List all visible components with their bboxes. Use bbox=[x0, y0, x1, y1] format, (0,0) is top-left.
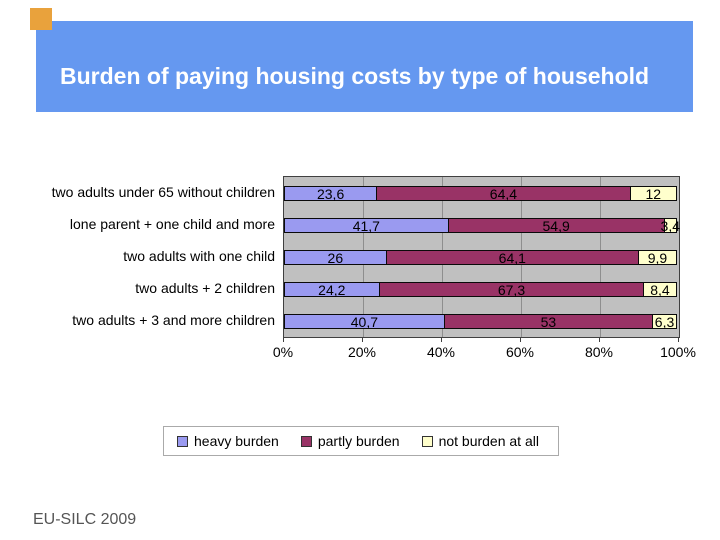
x-axis-tick-label: 80% bbox=[584, 344, 614, 360]
bar-value-label: 3,4 bbox=[660, 217, 680, 234]
bar-value-label: 23,6 bbox=[316, 185, 345, 202]
category-label: two adults under 65 without children bbox=[51, 184, 275, 200]
bar-segment-partly-burden: 53 bbox=[443, 313, 654, 330]
x-axis-tick-label: 20% bbox=[347, 344, 377, 360]
legend-item: heavy burden bbox=[177, 433, 279, 449]
bar-row: 26 64,1 9,9 bbox=[284, 249, 679, 266]
bar-value-label: 8,4 bbox=[650, 281, 670, 298]
legend-label: heavy burden bbox=[194, 433, 279, 449]
legend-swatch bbox=[421, 435, 433, 447]
bar-row: 41,7 54,9 3,4 bbox=[284, 217, 680, 234]
plot-area: 23,6 64,4 12 41,7 54,9 3,4 26 64,1 9,9 24,2 67,3 8,… bbox=[283, 176, 680, 338]
bar-segment-not-burden-at-all: 12 bbox=[629, 185, 677, 202]
bar-segment-partly-burden: 67,3 bbox=[378, 281, 645, 298]
x-axis-tick-label: 0% bbox=[272, 344, 294, 360]
chart-legend: heavy burden partly burden not burden at a… bbox=[163, 426, 559, 456]
x-axis-tick bbox=[441, 338, 442, 342]
bar-value-label: 54,9 bbox=[542, 217, 570, 234]
bar-row: 23,6 64,4 12 bbox=[284, 185, 679, 202]
bar-segment-heavy-burden: 24,2 bbox=[284, 281, 380, 298]
x-axis: 0% 20% 40% 60% 80% 100% bbox=[273, 336, 696, 366]
bar-segment-not-burden-at-all: 8,4 bbox=[643, 281, 677, 298]
bar-segment-heavy-burden: 23,6 bbox=[284, 185, 378, 202]
legend-swatch bbox=[300, 435, 312, 447]
bar-segment-not-burden-at-all: 3,4 bbox=[660, 217, 680, 234]
x-axis-tick bbox=[520, 338, 521, 342]
bar-segment-partly-burden: 64,4 bbox=[376, 185, 631, 202]
bar-segment-heavy-burden: 40,7 bbox=[284, 313, 445, 330]
x-axis-tick-label: 40% bbox=[426, 344, 456, 360]
x-axis-tick bbox=[678, 338, 679, 342]
category-label: two adults + 3 and more children bbox=[72, 312, 275, 328]
bar-segment-heavy-burden: 41,7 bbox=[284, 217, 449, 234]
x-axis-tick bbox=[599, 338, 600, 342]
bar-value-label: 67,3 bbox=[497, 281, 526, 298]
bar-segment-heavy-burden: 26 bbox=[284, 249, 387, 266]
bar-segment-not-burden-at-all: 6,3 bbox=[652, 313, 677, 330]
bar-value-label: 24,2 bbox=[318, 281, 346, 298]
x-axis-tick-label: 60% bbox=[505, 344, 535, 360]
bar-segment-not-burden-at-all: 9,9 bbox=[637, 249, 677, 266]
accent-square bbox=[30, 8, 52, 30]
bar-value-label: 64,1 bbox=[498, 249, 526, 266]
legend-swatch bbox=[177, 435, 188, 447]
bar-row: 40,7 53 6,3 bbox=[284, 313, 679, 330]
slide-title: Burden of paying housing costs by type o… bbox=[60, 62, 650, 89]
legend-label: not burden at all bbox=[438, 433, 539, 449]
bar-value-label: 9,9 bbox=[647, 249, 668, 266]
legend-item: not burden at all bbox=[421, 433, 539, 449]
category-label: two adults + 2 children bbox=[135, 280, 275, 296]
bar-segment-partly-burden: 54,9 bbox=[447, 217, 665, 234]
bar-value-label: 26 bbox=[327, 249, 344, 266]
x-axis-tick-label: 100% bbox=[660, 344, 696, 360]
bar-value-label: 12 bbox=[645, 185, 662, 202]
bar-value-label: 40,7 bbox=[350, 313, 378, 330]
bar-segment-partly-burden: 64,1 bbox=[385, 249, 639, 266]
footer-source-text: EU-SILC 2009 bbox=[33, 511, 137, 528]
category-label: two adults with one child bbox=[123, 248, 275, 264]
bar-value-label: 6,3 bbox=[654, 313, 675, 330]
x-axis-tick bbox=[283, 338, 284, 342]
category-label: lone parent + one child and more bbox=[69, 216, 275, 232]
legend-label: partly burden bbox=[317, 433, 400, 449]
legend-item: partly burden bbox=[300, 433, 400, 449]
bar-value-label: 41,7 bbox=[352, 217, 380, 234]
title-banner: Burden of paying housing costs by type o… bbox=[36, 21, 693, 112]
x-axis-tick bbox=[362, 338, 363, 342]
bar-row: 24,2 67,3 8,4 bbox=[284, 281, 679, 298]
stacked-bar-chart: two adults under 65 without children lone… bbox=[0, 176, 720, 386]
bar-value-label: 53 bbox=[540, 313, 557, 330]
bar-value-label: 64,4 bbox=[489, 185, 518, 202]
